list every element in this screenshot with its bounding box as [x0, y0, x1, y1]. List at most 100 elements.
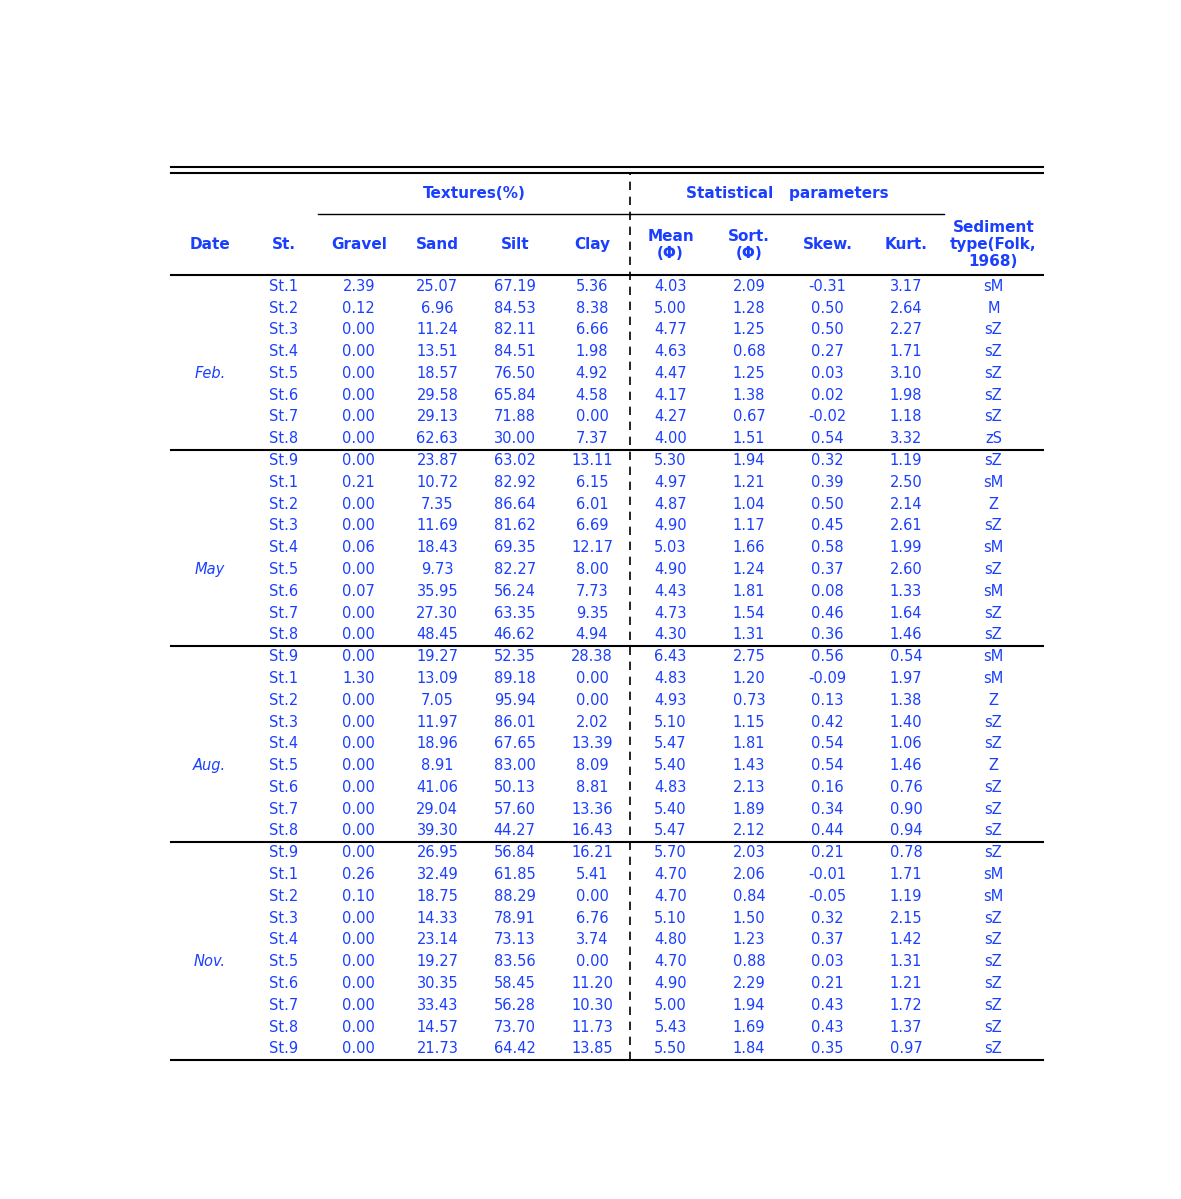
Text: Silt: Silt: [501, 237, 529, 252]
Text: 5.47: 5.47: [654, 736, 687, 752]
Text: 2.06: 2.06: [732, 867, 765, 882]
Text: 84.53: 84.53: [494, 301, 535, 315]
Text: sZ: sZ: [985, 1041, 1003, 1056]
Text: 0.13: 0.13: [811, 693, 843, 707]
Text: -0.01: -0.01: [809, 867, 847, 882]
Text: 0.00: 0.00: [575, 888, 608, 904]
Text: 0.76: 0.76: [889, 779, 922, 795]
Text: St.4: St.4: [269, 541, 299, 555]
Text: Mean
(Φ): Mean (Φ): [647, 229, 694, 260]
Text: 58.45: 58.45: [494, 976, 535, 990]
Text: St.6: St.6: [269, 387, 299, 403]
Text: 18.43: 18.43: [417, 541, 458, 555]
Text: 61.85: 61.85: [494, 867, 535, 882]
Text: 4.70: 4.70: [654, 954, 687, 969]
Text: 0.45: 0.45: [811, 518, 843, 534]
Text: 84.51: 84.51: [494, 344, 535, 360]
Text: 0.50: 0.50: [811, 301, 844, 315]
Text: 5.40: 5.40: [654, 758, 687, 773]
Text: Clay: Clay: [574, 237, 611, 252]
Text: 86.64: 86.64: [494, 496, 535, 512]
Text: 1.38: 1.38: [889, 693, 922, 707]
Text: 0.02: 0.02: [811, 387, 844, 403]
Text: St.6: St.6: [269, 584, 299, 598]
Text: 4.47: 4.47: [654, 366, 687, 381]
Text: sZ: sZ: [985, 453, 1003, 468]
Text: 1.66: 1.66: [732, 541, 765, 555]
Text: 18.75: 18.75: [417, 888, 458, 904]
Text: 5.43: 5.43: [654, 1019, 686, 1035]
Text: 4.70: 4.70: [654, 888, 687, 904]
Text: 0.00: 0.00: [342, 976, 376, 990]
Text: St.5: St.5: [269, 562, 299, 577]
Text: 5.50: 5.50: [654, 1041, 687, 1056]
Text: 1.84: 1.84: [732, 1041, 765, 1056]
Text: 5.00: 5.00: [654, 998, 687, 1013]
Text: sZ: sZ: [985, 410, 1003, 424]
Text: zS: zS: [985, 432, 1001, 446]
Text: 1.25: 1.25: [732, 366, 765, 381]
Text: 46.62: 46.62: [494, 627, 536, 643]
Text: 56.28: 56.28: [494, 998, 536, 1013]
Text: 14.57: 14.57: [417, 1019, 458, 1035]
Text: 0.58: 0.58: [811, 541, 843, 555]
Text: 11.24: 11.24: [417, 323, 458, 337]
Text: 0.00: 0.00: [342, 323, 376, 337]
Text: 0.10: 0.10: [342, 888, 376, 904]
Text: 0.00: 0.00: [575, 693, 608, 707]
Text: 73.70: 73.70: [494, 1019, 536, 1035]
Text: 1.20: 1.20: [732, 671, 765, 686]
Text: St.1: St.1: [269, 867, 299, 882]
Text: 63.02: 63.02: [494, 453, 536, 468]
Text: 62.63: 62.63: [417, 432, 458, 446]
Text: 4.63: 4.63: [654, 344, 686, 360]
Text: sZ: sZ: [985, 998, 1003, 1013]
Text: 1.99: 1.99: [889, 541, 922, 555]
Text: 1.06: 1.06: [889, 736, 922, 752]
Text: St.: St.: [272, 237, 295, 252]
Text: 11.97: 11.97: [417, 715, 458, 729]
Text: 81.62: 81.62: [494, 518, 536, 534]
Text: 0.26: 0.26: [342, 867, 376, 882]
Text: sZ: sZ: [985, 518, 1003, 534]
Text: sZ: sZ: [985, 954, 1003, 969]
Text: 4.58: 4.58: [576, 387, 608, 403]
Text: St.5: St.5: [269, 758, 299, 773]
Text: 1.04: 1.04: [732, 496, 765, 512]
Text: 35.95: 35.95: [417, 584, 458, 598]
Text: 57.60: 57.60: [494, 802, 536, 817]
Text: 63.35: 63.35: [494, 605, 535, 621]
Text: 5.10: 5.10: [654, 910, 687, 926]
Text: sM: sM: [984, 888, 1004, 904]
Text: 1.28: 1.28: [732, 301, 765, 315]
Text: 48.45: 48.45: [417, 627, 458, 643]
Text: 0.00: 0.00: [342, 824, 376, 838]
Text: sZ: sZ: [985, 323, 1003, 337]
Text: 56.24: 56.24: [494, 584, 536, 598]
Text: 1.97: 1.97: [889, 671, 922, 686]
Text: sZ: sZ: [985, 627, 1003, 643]
Text: 3.74: 3.74: [576, 933, 608, 947]
Text: 0.88: 0.88: [732, 954, 765, 969]
Text: 67.19: 67.19: [494, 278, 536, 294]
Text: St.2: St.2: [269, 301, 299, 315]
Text: 1.30: 1.30: [342, 671, 376, 686]
Text: St.3: St.3: [269, 518, 299, 534]
Text: 83.00: 83.00: [494, 758, 536, 773]
Text: 6.15: 6.15: [576, 475, 608, 490]
Text: -0.02: -0.02: [808, 410, 847, 424]
Text: 29.13: 29.13: [417, 410, 458, 424]
Text: sZ: sZ: [985, 976, 1003, 990]
Text: 0.35: 0.35: [811, 1041, 843, 1056]
Text: 0.00: 0.00: [342, 693, 376, 707]
Text: St.9: St.9: [269, 1041, 299, 1056]
Text: 7.37: 7.37: [576, 432, 608, 446]
Text: 95.94: 95.94: [494, 693, 535, 707]
Text: 9.35: 9.35: [576, 605, 608, 621]
Text: 4.87: 4.87: [654, 496, 687, 512]
Text: 1.21: 1.21: [732, 475, 765, 490]
Text: 1.98: 1.98: [889, 387, 922, 403]
Text: 1.38: 1.38: [733, 387, 765, 403]
Text: 82.11: 82.11: [494, 323, 536, 337]
Text: 0.68: 0.68: [732, 344, 765, 360]
